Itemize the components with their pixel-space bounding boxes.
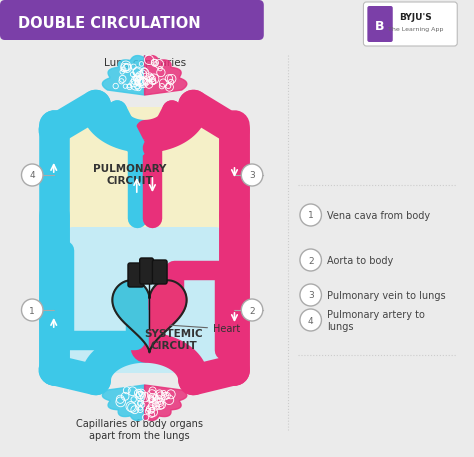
Text: BYJU'S: BYJU'S (399, 14, 432, 22)
Text: Aorta to body: Aorta to body (327, 256, 393, 266)
FancyBboxPatch shape (0, 0, 264, 40)
Text: 1: 1 (308, 212, 314, 220)
Circle shape (21, 164, 43, 186)
FancyBboxPatch shape (140, 258, 154, 284)
Text: Pulmonary artery to
lungs: Pulmonary artery to lungs (327, 310, 425, 332)
FancyBboxPatch shape (364, 2, 457, 46)
Circle shape (241, 164, 263, 186)
Text: 2: 2 (249, 307, 255, 315)
Polygon shape (149, 280, 187, 352)
Text: 4: 4 (308, 317, 313, 325)
Polygon shape (102, 56, 145, 95)
Text: Capillaries of body organs
apart from the lungs: Capillaries of body organs apart from th… (76, 419, 203, 441)
FancyBboxPatch shape (65, 107, 223, 228)
FancyBboxPatch shape (153, 260, 167, 284)
Circle shape (21, 299, 43, 321)
Circle shape (300, 309, 321, 331)
FancyBboxPatch shape (65, 227, 223, 373)
Text: 2: 2 (308, 256, 313, 266)
Text: 3: 3 (249, 171, 255, 181)
Text: SYSTEMIC
CIRCUIT: SYSTEMIC CIRCUIT (145, 329, 203, 351)
Circle shape (300, 204, 321, 226)
FancyBboxPatch shape (367, 6, 393, 42)
Polygon shape (102, 385, 145, 420)
Text: DOUBLE CIRCULATION: DOUBLE CIRCULATION (18, 16, 200, 31)
Text: The Learning App: The Learning App (388, 27, 443, 32)
Polygon shape (112, 280, 149, 352)
Text: Heart: Heart (170, 324, 240, 334)
Text: 1: 1 (29, 307, 35, 315)
Text: 3: 3 (308, 292, 314, 301)
Text: Lung capillaries: Lung capillaries (103, 58, 186, 68)
Text: PULMONARY
CIRCUIT: PULMONARY CIRCUIT (93, 164, 167, 186)
Text: 4: 4 (29, 171, 35, 181)
Text: B: B (375, 20, 385, 32)
Text: Pulmonary vein to lungs: Pulmonary vein to lungs (327, 291, 446, 301)
Circle shape (241, 299, 263, 321)
Circle shape (300, 284, 321, 306)
FancyBboxPatch shape (128, 263, 144, 287)
Text: Vena cava from body: Vena cava from body (327, 211, 430, 221)
Polygon shape (145, 385, 187, 420)
Polygon shape (145, 56, 187, 95)
Circle shape (300, 249, 321, 271)
Polygon shape (112, 280, 187, 352)
